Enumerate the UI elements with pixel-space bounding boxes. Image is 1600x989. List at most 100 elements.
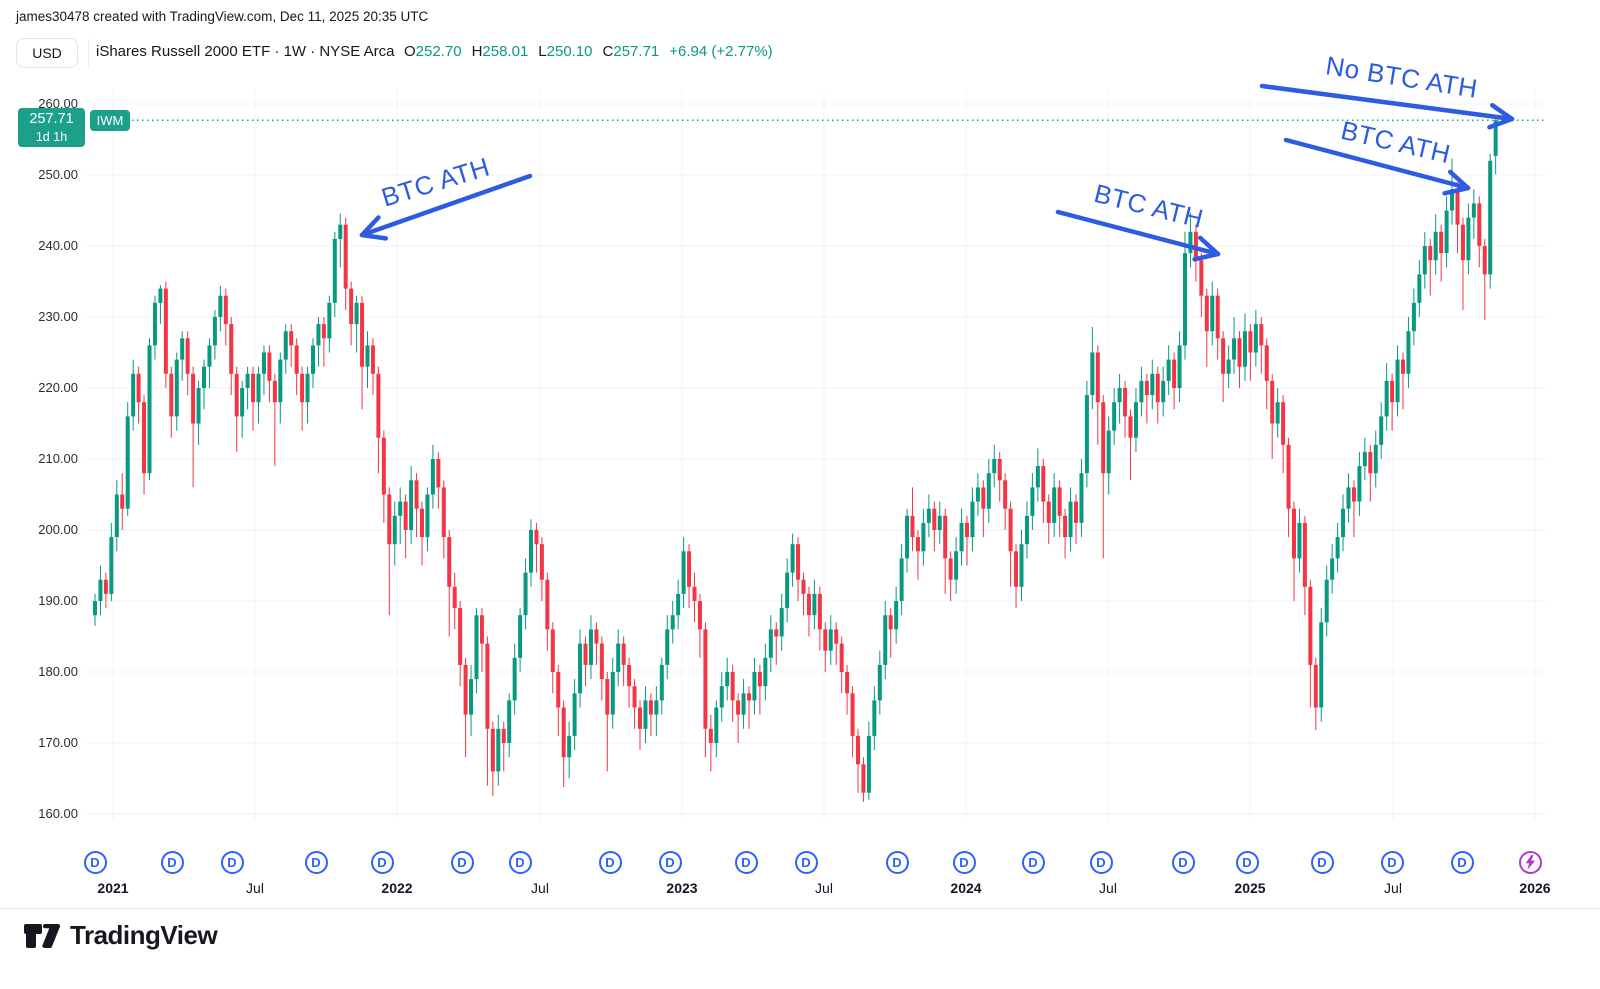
candle-body — [1090, 352, 1095, 396]
candlestick-chart[interactable] — [0, 0, 1600, 915]
candle-body — [676, 593, 681, 616]
dividend-marker[interactable]: D — [304, 851, 328, 874]
annotation-arrowhead[interactable] — [1447, 169, 1471, 191]
candle-body — [834, 629, 839, 644]
low-value: 250.10 — [546, 43, 593, 60]
candle-body — [1215, 295, 1220, 339]
dividend-marker[interactable]: D — [1235, 851, 1259, 874]
candle-body — [915, 537, 920, 552]
candle-body — [997, 459, 1002, 481]
candle-body — [305, 373, 310, 403]
candle-body — [332, 238, 337, 303]
candle-body — [692, 586, 697, 601]
dividend-marker[interactable]: D — [1450, 851, 1474, 874]
candle-body — [114, 494, 119, 538]
price-axis[interactable]: 260.00 250.00 240.00 230.00 220.00 210.00 200.… — [0, 0, 80, 830]
annotation-arrowhead[interactable] — [1490, 102, 1515, 122]
time-axis-label: Jul — [1099, 880, 1117, 896]
candle-body — [697, 601, 702, 630]
dividend-marker[interactable]: D — [1089, 851, 1113, 874]
dividend-marker[interactable]: D — [1171, 851, 1195, 874]
candle-body — [1046, 501, 1051, 523]
candle-body — [747, 693, 751, 701]
tradingview-logo[interactable]: TradingView — [22, 920, 218, 951]
dividend-marker[interactable]: D — [885, 851, 909, 874]
candle-body — [959, 522, 964, 552]
price-axis-label: 180.00 — [38, 664, 78, 679]
dividend-marker[interactable]: D — [160, 851, 184, 874]
chart-pane[interactable]: 260.00 250.00 240.00 230.00 220.00 210.00 200.… — [0, 0, 1600, 915]
candle-body — [1221, 338, 1226, 374]
candle-body — [441, 487, 446, 538]
close-label: C — [602, 43, 614, 60]
candle-body — [1030, 487, 1035, 516]
candle-body — [1144, 380, 1149, 396]
candle-body — [605, 679, 610, 715]
annotation-arrow[interactable] — [359, 173, 533, 238]
time-axis[interactable]: D D D D D D D D D D D D D D D D D D D D 2021 Jul 2022 Jul 2023 Ju… — [0, 828, 1600, 908]
currency-button[interactable]: USD — [16, 38, 78, 68]
annotation-arrow[interactable] — [1259, 83, 1515, 122]
symbol-title[interactable]: iShares Russell 2000 ETF · 1W · NYSE Arc… — [96, 43, 395, 60]
candle-body — [93, 601, 97, 616]
dividend-marker[interactable]: D — [83, 851, 107, 874]
candle-body — [1128, 416, 1133, 438]
annotation-arrow[interactable] — [1055, 209, 1221, 257]
price-axis-label: 230.00 — [38, 309, 78, 324]
annotation-arrowhead[interactable] — [1442, 185, 1471, 196]
candle-body — [1204, 295, 1209, 332]
candle-body — [251, 373, 256, 403]
candle-body — [1390, 380, 1395, 403]
annotation-arrowhead[interactable] — [1197, 235, 1221, 257]
annotation-arrow[interactable] — [1283, 137, 1471, 191]
candle-body — [643, 700, 648, 729]
dividend-marker[interactable]: D — [598, 851, 622, 874]
candle-body — [828, 629, 833, 651]
candle-body — [757, 672, 762, 687]
candle-body — [861, 764, 866, 793]
candle-body — [447, 537, 452, 587]
dividend-marker[interactable]: D — [952, 851, 976, 874]
candle-body — [343, 224, 348, 289]
dividend-marker[interactable]: D — [220, 851, 244, 874]
candle-body — [975, 487, 980, 502]
candle-body — [479, 615, 484, 644]
candle-body — [294, 345, 299, 374]
candle-body — [174, 359, 179, 417]
candle-body — [632, 686, 637, 708]
dividend-marker[interactable]: D — [450, 851, 474, 874]
candle-body — [229, 324, 234, 374]
annotation-arrowhead[interactable] — [359, 232, 389, 241]
annotation-arrowhead[interactable] — [1487, 116, 1515, 130]
candle-body — [1232, 338, 1237, 360]
candle-body — [1199, 260, 1204, 296]
candle-body — [899, 558, 904, 601]
candle-body — [1172, 359, 1177, 388]
candle-body — [349, 288, 354, 325]
candle-body — [278, 359, 283, 403]
dividend-marker[interactable]: D — [1310, 851, 1334, 874]
candle-body — [1292, 508, 1296, 559]
candle-body — [583, 643, 588, 665]
price-axis-label: 200.00 — [38, 522, 78, 537]
event-marker[interactable] — [1518, 851, 1542, 874]
candle-body — [387, 494, 392, 545]
dividend-marker[interactable]: D — [734, 851, 758, 874]
candle-body — [283, 331, 288, 360]
annotation-arrowhead[interactable] — [1192, 251, 1221, 262]
dividend-marker[interactable]: D — [1021, 851, 1045, 874]
candle-body — [654, 700, 659, 715]
candle-body — [796, 544, 801, 580]
price-axis-label: 170.00 — [38, 735, 78, 750]
dividend-marker[interactable]: D — [370, 851, 394, 874]
candle-body — [1237, 338, 1242, 367]
dividend-marker[interactable]: D — [508, 851, 532, 874]
attribution-text: james30478 created with TradingView.com,… — [16, 9, 429, 24]
dividend-marker[interactable]: D — [794, 851, 818, 874]
time-axis-label: Jul — [246, 880, 264, 896]
dividend-marker[interactable]: D — [658, 851, 682, 874]
dividend-marker[interactable]: D — [1380, 851, 1404, 874]
annotation-arrowhead[interactable] — [359, 215, 381, 238]
candle-body — [256, 373, 261, 403]
candle-body — [937, 515, 942, 530]
